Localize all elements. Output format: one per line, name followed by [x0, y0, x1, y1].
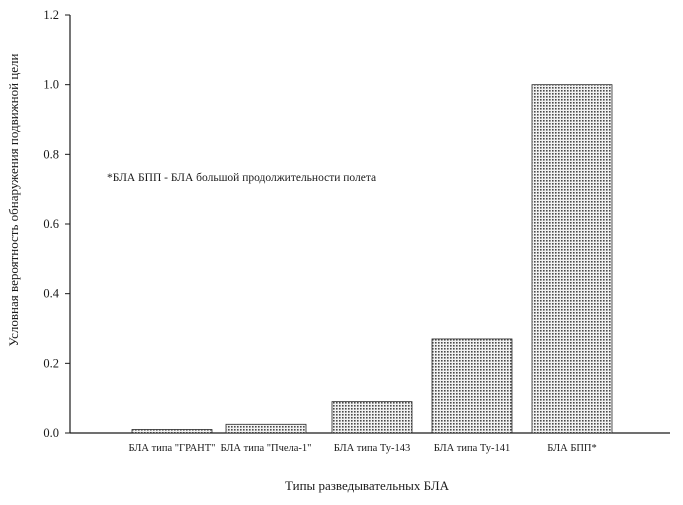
y-tick-label: 1.2 — [43, 8, 59, 22]
bar — [331, 401, 413, 434]
y-ticks: 0.0 0.2 0.4 0.6 0.8 1.0 1.2 — [43, 8, 70, 440]
x-tick-label: БЛА типа Ту-143 — [334, 443, 411, 454]
x-tick-label: БЛА типа "Пчела-1" — [221, 443, 312, 454]
bar — [531, 84, 613, 434]
footnote-annotation: *БЛА БПП - БЛА большой продолжительности… — [107, 172, 376, 184]
x-tick-label: БЛА типа Ту-141 — [434, 443, 511, 454]
x-tick-label: БЛА типа "ГРАНТ" — [129, 443, 216, 454]
y-tick-label: 0.0 — [43, 426, 59, 440]
bar — [131, 429, 213, 434]
y-tick-label: 0.8 — [43, 147, 59, 161]
y-tick-label: 0.4 — [43, 287, 59, 301]
bar — [431, 338, 513, 434]
y-axis-label: Условная вероятность обнаружения подвижн… — [6, 53, 21, 346]
x-axis-label: Типы разведывательных БЛА — [285, 478, 450, 493]
y-tick-label: 0.6 — [43, 217, 59, 231]
y-tick-label: 1.0 — [43, 78, 59, 92]
y-tick-label: 0.2 — [43, 356, 59, 370]
x-tick-label: БЛА БПП* — [547, 443, 597, 454]
bar — [225, 423, 307, 434]
bars — [131, 84, 613, 434]
x-tick-labels: БЛА типа "ГРАНТ" БЛА типа "Пчела-1" БЛА ти… — [129, 443, 597, 454]
